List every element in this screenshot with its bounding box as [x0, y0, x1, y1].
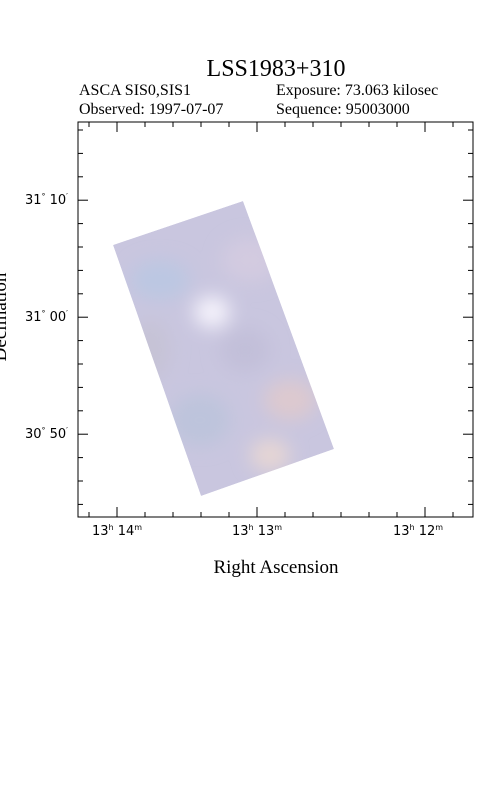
x-tick-label: 13h 13m	[232, 523, 282, 539]
y-tick-label: 30° 50′	[25, 426, 68, 442]
sequence: Sequence: 95003000	[276, 101, 410, 118]
label-part: h	[248, 523, 253, 532]
y-axis-label: Declination	[0, 272, 11, 361]
label-part: °	[41, 426, 45, 435]
label-part: m	[435, 523, 443, 532]
label-part: 13	[393, 524, 410, 539]
label-part: °	[41, 309, 45, 318]
label-part: m	[274, 523, 282, 532]
label-part: 12	[415, 524, 436, 539]
label-part: 50	[45, 427, 66, 442]
label-part: 30	[25, 427, 42, 442]
exposure: Exposure: 73.063 kilosec	[276, 82, 438, 99]
plot-frame	[77, 121, 474, 518]
label-part: 13	[92, 524, 109, 539]
label-part: 31	[25, 310, 42, 325]
observed: Observed: 1997-07-07	[79, 101, 223, 118]
y-tick-label: 31° 00′	[25, 309, 68, 325]
label-part: °	[41, 192, 45, 201]
sky-image	[113, 201, 334, 496]
label-part: 00	[45, 310, 66, 325]
label-part: ′	[66, 426, 68, 435]
x-tick-label: 13h 14m	[92, 523, 142, 539]
label-part: h	[108, 523, 113, 532]
x-tick-label: 13h 12m	[393, 523, 443, 539]
title: LSS1983+310	[207, 56, 346, 82]
label-part: 14	[114, 524, 135, 539]
instrument: ASCA SIS0,SIS1	[79, 82, 191, 99]
x-axis-label: Right Ascension	[213, 557, 339, 578]
y-tick-label: 31° 10′	[25, 192, 68, 208]
label-part: h	[409, 523, 414, 532]
label-part: 10	[45, 193, 66, 208]
label-part: m	[134, 523, 142, 532]
label-part: ′	[66, 309, 68, 318]
label-part: 13	[232, 524, 249, 539]
label-part: ′	[66, 192, 68, 201]
label-part: 13	[254, 524, 275, 539]
label-part: 31	[25, 193, 42, 208]
ticks	[78, 122, 473, 517]
